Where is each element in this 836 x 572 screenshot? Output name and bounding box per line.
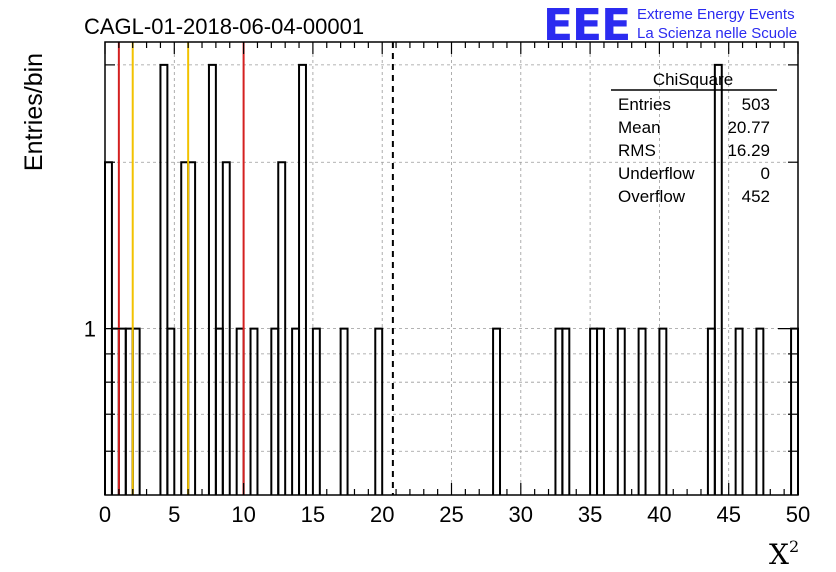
axis-ticks: 0 5 10 15 20 25 30 35 40 45 50 1	[84, 42, 810, 527]
x-tick-label: 10	[231, 502, 255, 527]
histogram-bin	[596, 327, 605, 495]
histogram-bin	[249, 327, 259, 495]
eee-logo-line1: Extreme Energy Events	[637, 6, 795, 23]
stats-row-value: 20.77	[727, 118, 770, 137]
stats-row-label: RMS	[618, 141, 656, 160]
stats-row-label: Mean	[618, 118, 661, 137]
marker-lines	[117, 42, 394, 495]
stats-row-value: 0	[761, 164, 770, 183]
y-axis-label: Entries/bin	[20, 53, 48, 171]
stats-title: ChiSquare	[653, 70, 733, 89]
histogram-bin	[221, 161, 231, 495]
stats-row-value: 503	[742, 95, 770, 114]
x-tick-label: 15	[301, 502, 325, 527]
histogram-bin	[311, 327, 321, 495]
histogram-bin	[561, 327, 571, 495]
x-tick-label: 35	[578, 502, 602, 527]
eee-logo-line2: La Scienza nelle Scuole	[637, 25, 797, 42]
histogram-bin	[159, 63, 169, 495]
stats-row-label: Underflow	[618, 164, 695, 183]
x-tick-label: 40	[647, 502, 671, 527]
stats-box: ChiSquare Entries 503 Mean 20.77 RMS 16.29 Und…	[611, 70, 777, 206]
histogram-bin	[734, 327, 744, 495]
x-tick-label: 5	[168, 502, 180, 527]
chart-title: CAGL-01-2018-06-04-00001	[84, 14, 364, 39]
histogram-bin	[166, 327, 176, 495]
x-axis-label-main: X	[769, 538, 789, 571]
x-tick-label: 25	[439, 502, 463, 527]
histogram-bin	[755, 327, 765, 495]
x-tick-label: 20	[370, 502, 394, 527]
grid-lines	[105, 42, 798, 495]
x-tick-label: 30	[509, 502, 533, 527]
histogram-bin	[374, 327, 384, 495]
stats-row-label: Overflow	[618, 187, 686, 206]
histogram-bin	[298, 63, 307, 495]
histogram-bars	[104, 63, 799, 495]
histogram-bin	[492, 327, 502, 495]
x-tick-label: 50	[786, 502, 810, 527]
histogram-bin	[339, 327, 349, 495]
histogram-bin	[277, 161, 287, 495]
eee-logo: EEE Extreme Energy Events La Scienza nel…	[543, 0, 797, 51]
y-tick-label: 1	[84, 317, 96, 342]
x-axis-label: X2	[769, 537, 799, 571]
x-tick-label: 0	[99, 502, 111, 527]
x-tick-label: 45	[716, 502, 740, 527]
histogram-bin	[658, 327, 668, 495]
eee-logo-mark: EEE	[543, 0, 630, 51]
stats-row-value: 16.29	[727, 141, 770, 160]
stats-row-label: Entries	[618, 95, 671, 114]
histogram-bin	[616, 327, 626, 495]
histogram-bin	[713, 63, 723, 495]
x-axis-label-superscript: 2	[789, 537, 799, 556]
histogram-bin	[637, 327, 647, 495]
histogram-bin	[207, 63, 217, 495]
stats-row-value: 452	[742, 187, 770, 206]
stats-rows: Entries 503 Mean 20.77 RMS 16.29 Underflow 0 Ove…	[618, 95, 770, 206]
